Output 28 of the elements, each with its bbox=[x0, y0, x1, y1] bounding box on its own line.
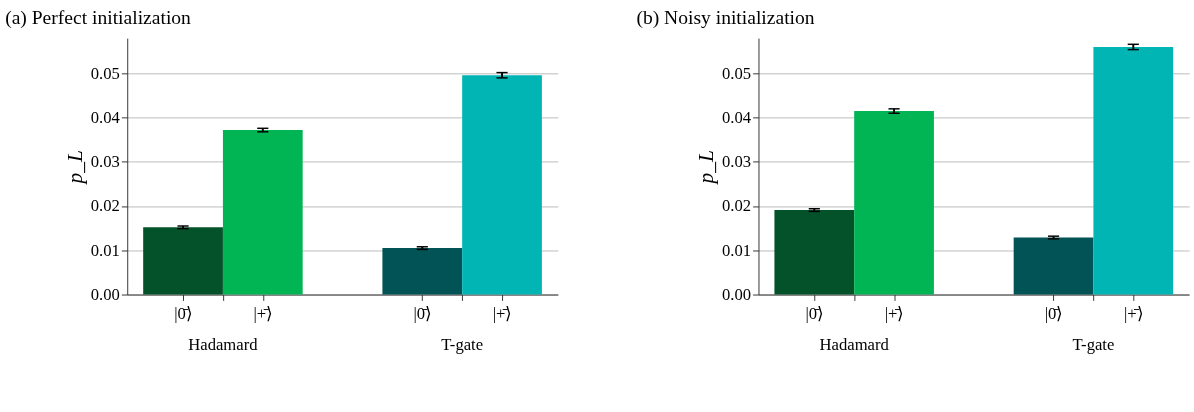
x-tick-label: |0̄⟩ bbox=[174, 304, 193, 324]
y-tick-label: 0.00 bbox=[722, 284, 752, 304]
y-tick-label: 0.04 bbox=[722, 108, 752, 128]
chart-title: (b) Noisy initialization bbox=[636, 7, 815, 30]
y-tick-label: 0.01 bbox=[90, 240, 120, 260]
y-axis-title: p_L bbox=[694, 150, 719, 186]
x-tick-label: |+̄⟩ bbox=[253, 304, 274, 324]
text: Hadamard bbox=[819, 335, 890, 355]
y-tick-label: 0.03 bbox=[90, 152, 120, 172]
y-tick-label: 0.04 bbox=[90, 108, 121, 128]
y-tick-label: 0.01 bbox=[722, 240, 752, 260]
x-tick-label: |0̄⟩ bbox=[413, 304, 433, 324]
y-tick-label: 0.02 bbox=[722, 196, 752, 216]
y-tick-label: 0.02 bbox=[90, 196, 120, 216]
x-tick-label: |0̄⟩ bbox=[805, 304, 825, 324]
x-tick-label: |+̄⟩ bbox=[1123, 304, 1144, 324]
text: T-gate bbox=[441, 335, 484, 355]
x-tick-label: |+̄⟩ bbox=[884, 304, 905, 324]
x-tick-label: |+̄⟩ bbox=[492, 304, 513, 324]
y-tick-label: 0.00 bbox=[90, 284, 120, 304]
y-tick-label: 0.05 bbox=[722, 63, 752, 83]
text: T-gate bbox=[1072, 335, 1115, 355]
y-axis-title: p_L bbox=[62, 150, 87, 186]
text: Hadamard bbox=[188, 335, 259, 355]
x-tick-label: |0̄⟩ bbox=[1044, 304, 1064, 324]
y-tick-label: 0.03 bbox=[722, 152, 752, 172]
y-tick-label: 0.05 bbox=[90, 63, 120, 83]
chart-title: (a) Perfect initialization bbox=[5, 7, 192, 30]
